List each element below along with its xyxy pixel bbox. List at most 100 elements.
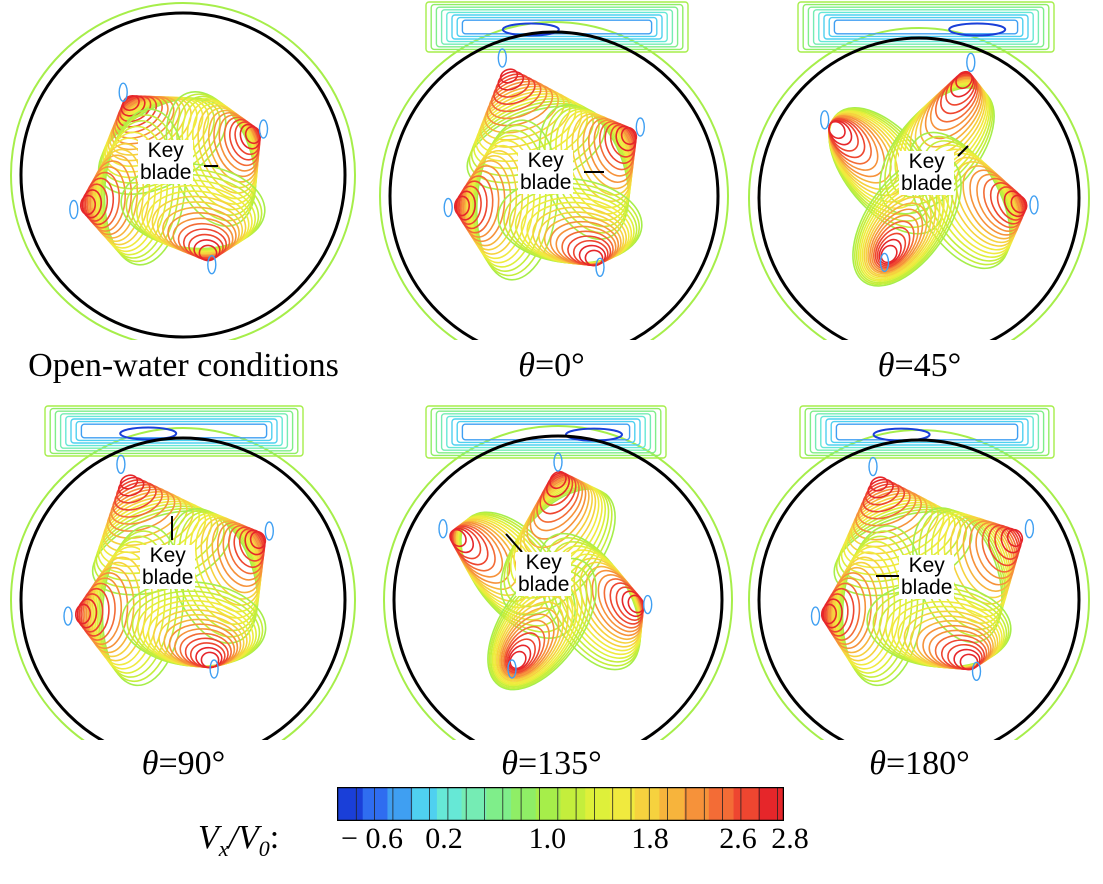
velocity-contour-line xyxy=(84,177,115,226)
outer-contour-line xyxy=(10,427,356,740)
velocity-contour-line xyxy=(218,114,260,172)
key-blade-label: Key blade xyxy=(138,139,194,184)
hull-contour-line xyxy=(44,405,304,457)
low-velocity-contour xyxy=(69,199,79,220)
velocity-contour-line xyxy=(1006,528,1024,548)
velocity-contour-line xyxy=(234,121,261,156)
velocity-contour-line xyxy=(182,228,228,259)
hull-contour-line xyxy=(54,410,294,452)
low-velocity-contour xyxy=(819,110,830,130)
velocity-contour-line xyxy=(192,102,258,200)
hull-contour-line xyxy=(456,16,658,38)
hull-contour-line xyxy=(451,14,663,40)
colorbar xyxy=(337,787,784,821)
low-velocity-contour xyxy=(119,426,178,441)
low-velocity-contour xyxy=(209,659,219,679)
velocity-contour-line xyxy=(549,470,567,490)
hull-contour-line xyxy=(49,407,299,455)
velocity-contour-line xyxy=(862,483,906,513)
key-blade-label: Key blade xyxy=(516,551,572,596)
panel-label: θ=0° xyxy=(518,347,585,384)
colorbar-segment xyxy=(733,788,759,820)
velocity-contour-line xyxy=(110,486,170,525)
panel-theta-180: Key blade θ=180° xyxy=(736,400,1103,810)
velocity-contour-line xyxy=(836,545,902,670)
colorbar-segment xyxy=(708,788,735,820)
velocity-contour-line xyxy=(464,160,512,247)
velocity-contour-line xyxy=(74,603,92,625)
hull-contour-line xyxy=(456,420,636,444)
velocity-contour-line xyxy=(490,570,588,688)
colorbar-tick-label: − 0.6 xyxy=(341,822,403,855)
colorbar-tick-label: 2.8 xyxy=(771,822,809,855)
velocity-contour-line xyxy=(83,577,123,646)
velocity-contour-line xyxy=(907,131,1011,270)
velocity-contour-line xyxy=(860,485,911,520)
velocity-contour-line xyxy=(823,593,849,633)
velocity-contour-line xyxy=(867,478,894,499)
colorbar-segment xyxy=(535,788,561,820)
velocity-contour-line xyxy=(874,226,911,268)
contour-plot-theta-135 xyxy=(383,405,733,740)
propeller-disc-outline xyxy=(757,36,1081,340)
velocity-contour-line xyxy=(449,528,467,548)
low-velocity-contour xyxy=(501,22,560,37)
velocity-contour-line xyxy=(228,524,264,575)
propeller-disc-outline xyxy=(392,434,724,740)
panel-open-water: Key blade Open-water conditions xyxy=(0,0,367,410)
velocity-contour-line xyxy=(969,520,1015,586)
velocity-contour-line xyxy=(865,196,932,276)
velocity-contour-line xyxy=(79,194,97,216)
colorbar-segment xyxy=(560,788,586,820)
colorbar-tick-label: 1.8 xyxy=(631,822,669,855)
hull-contour-line xyxy=(446,11,668,43)
velocity-contour-line xyxy=(981,523,1018,573)
key-blade-label: Key blade xyxy=(899,150,955,195)
velocity-contour-line xyxy=(198,244,218,262)
hull-contour-line xyxy=(440,9,674,45)
contour-plot-open-water xyxy=(10,2,356,340)
velocity-contour-line xyxy=(956,517,1013,599)
velocity-contour-line xyxy=(872,220,915,270)
velocity-contour-line xyxy=(206,518,262,600)
velocity-contour-line xyxy=(829,572,872,650)
velocity-contour-line xyxy=(822,598,843,629)
hull-contour-line xyxy=(833,19,1019,35)
velocity-contour-line xyxy=(827,577,867,646)
hull-contour-line xyxy=(70,418,278,444)
velocity-contour-line xyxy=(571,113,633,203)
velocity-contour-line xyxy=(509,650,527,670)
colorbar-segment xyxy=(387,788,413,820)
propeller-disc-outline xyxy=(19,436,347,740)
low-velocity-contour xyxy=(966,52,976,72)
velocity-contour-line xyxy=(459,175,494,234)
panel-label: θ=45° xyxy=(877,347,962,384)
velocity-contour-line xyxy=(500,613,555,678)
velocity-contour-line xyxy=(496,594,569,682)
colorbar-segment xyxy=(659,788,685,820)
hull-contour-line xyxy=(440,413,652,451)
velocity-contour-line xyxy=(82,582,116,641)
low-velocity-contour xyxy=(116,454,126,475)
velocity-contour-line xyxy=(223,116,260,167)
low-velocity-contour xyxy=(507,659,517,679)
velocity-contour-line xyxy=(458,180,488,230)
hull-contour-line xyxy=(435,6,679,48)
hull-contour-line xyxy=(825,418,1029,446)
velocity-contour-line xyxy=(840,530,919,683)
colorbar-tick-label: 2.6 xyxy=(719,822,757,855)
low-velocity-contour xyxy=(63,606,73,626)
velocity-contour-line xyxy=(507,644,532,671)
panel-label: θ=135° xyxy=(501,745,602,782)
velocity-contour-line xyxy=(238,527,266,562)
velocity-contour-line xyxy=(239,123,261,150)
hull-contour-line xyxy=(435,410,657,454)
velocity-contour-line xyxy=(462,165,506,243)
velocity-contour-line xyxy=(599,120,635,171)
velocity-contour-line xyxy=(87,166,127,232)
velocity-contour-line xyxy=(508,187,638,265)
low-velocity-contour xyxy=(810,606,821,626)
colorbar-segment xyxy=(758,788,784,820)
outer-contour-line xyxy=(383,425,733,740)
velocity-contour-line xyxy=(503,625,546,675)
